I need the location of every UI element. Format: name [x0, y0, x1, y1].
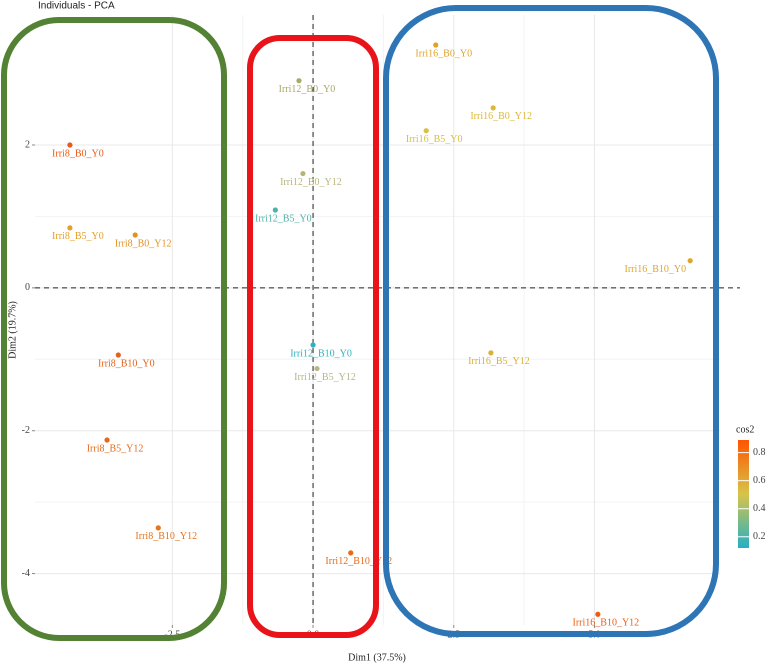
- point-label: Irri16_B10_Y12: [573, 618, 640, 629]
- point-label: Irri12_B10_Y12: [325, 556, 392, 567]
- x-tick-label: -2.5: [164, 629, 180, 640]
- cluster-outlines: [1, 5, 719, 641]
- point: [595, 611, 601, 617]
- y-tick-label: 0: [25, 282, 30, 293]
- y-tick-label: 2: [25, 139, 30, 150]
- point-label: Irri16_B5_Y12: [468, 356, 530, 367]
- point-label: Irri8_B5_Y0: [52, 231, 104, 242]
- point-label: Irri8_B10_Y0: [98, 358, 155, 369]
- point-label: Irri8_B10_Y12: [135, 531, 197, 542]
- point: [132, 232, 138, 238]
- cluster-outline: [383, 5, 719, 637]
- point: [272, 207, 278, 213]
- color-bar: [738, 440, 749, 548]
- point-label: Irri12_B0_Y12: [280, 177, 342, 188]
- legend-tick-label: 0.2: [753, 531, 766, 542]
- point: [348, 550, 354, 556]
- x-axis-label: Dim1 (37.5%): [348, 652, 406, 663]
- cluster-outline: [247, 35, 379, 638]
- point: [115, 352, 121, 358]
- point: [423, 128, 429, 134]
- point-label: Irri16_B5_Y0: [406, 134, 463, 145]
- y-tick-label: -4: [22, 568, 30, 579]
- point: [687, 258, 693, 264]
- point-label: Irri12_B5_Y0: [255, 213, 312, 224]
- point-label: Irri8_B5_Y12: [87, 443, 144, 454]
- point-label: Irri8_B0_Y0: [52, 148, 104, 159]
- point: [490, 105, 496, 111]
- point-label: Irri12_B10_Y0: [290, 348, 352, 359]
- chart-title: Individuals - PCA: [38, 1, 115, 12]
- cluster-outline: [1, 17, 227, 641]
- point: [300, 170, 306, 177]
- point-label: Irri16_B0_Y0: [415, 48, 472, 59]
- point: [433, 42, 439, 48]
- point: [67, 225, 73, 231]
- legend-tick-label: 0.4: [753, 503, 766, 514]
- y-tick-label: -2: [22, 425, 30, 436]
- legend-title: cos2: [736, 424, 754, 435]
- point: [155, 525, 161, 531]
- point-label: Irri12_B5_Y12: [294, 372, 356, 383]
- y-axis-label: Dim2 (19.7%): [7, 301, 18, 359]
- point-label: Irri16_B0_Y12: [470, 111, 532, 122]
- legend-tick-label: 0.8: [753, 447, 766, 458]
- point-label: Irri8_B0_Y12: [115, 238, 172, 249]
- point: [314, 365, 320, 372]
- point: [67, 142, 73, 148]
- point-label: Irri12_B0_Y0: [279, 84, 336, 95]
- point: [296, 78, 302, 84]
- legend-tick-label: 0.6: [753, 475, 766, 486]
- point-label: Irri16_B10_Y0: [624, 264, 686, 275]
- point: [104, 437, 110, 443]
- point: [488, 350, 494, 356]
- legend: cos2 0.2 0.4 0.6 0.8: [736, 424, 766, 548]
- point: [310, 342, 316, 348]
